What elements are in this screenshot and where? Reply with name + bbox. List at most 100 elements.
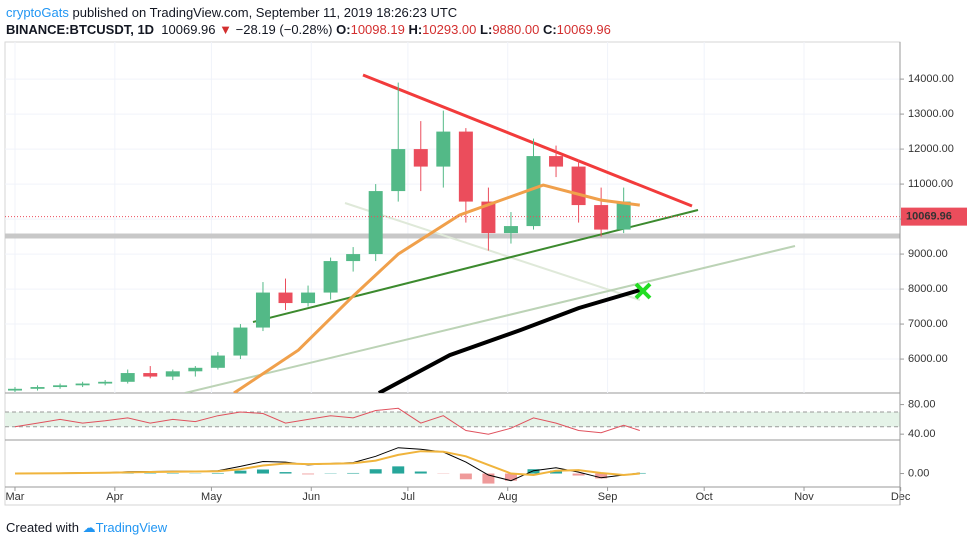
candle-body: [278, 292, 293, 304]
rsi-band: [5, 411, 900, 427]
y-tick-label: 0.00: [908, 467, 929, 479]
candle-body: [503, 226, 518, 234]
candle-body: [188, 367, 203, 372]
macd-histogram: [369, 469, 382, 474]
symbol: BINANCE:BTCUSDT, 1D: [6, 22, 155, 37]
y-tick-label: 9000.00: [908, 248, 948, 260]
macd-histogram: [211, 472, 224, 474]
candle-body: [75, 383, 90, 386]
published: published on TradingView.com, September …: [72, 5, 458, 20]
marks: 6000.007000.008000.009000.0010000.001100…: [5, 42, 967, 503]
frame: [4, 41, 901, 506]
candle-body: [323, 261, 338, 293]
macd-histogram: [392, 466, 405, 474]
macd-histogram: [302, 473, 315, 475]
x-tick-label: Sep: [598, 491, 618, 503]
header: cryptoGats published on TradingView.com,…: [6, 4, 611, 38]
y-tick-label: 80.00: [908, 398, 936, 410]
rsi-line: [14, 407, 640, 435]
macd-histogram: [482, 473, 495, 484]
pane: [14, 447, 646, 484]
y-tick-label: 14000.00: [908, 73, 954, 85]
candle-body: [210, 355, 225, 368]
ohlc-value: 10098.19: [350, 22, 405, 37]
moving-average: [377, 288, 641, 393]
y-tick-label: 6000.00: [908, 353, 948, 365]
macd-histogram: [504, 473, 517, 481]
macd-histogram: [256, 469, 269, 474]
y-tick-label: 8000.00: [908, 283, 948, 295]
x-tick-label: Nov: [794, 491, 814, 503]
created: Created with: [6, 520, 79, 535]
macd-histogram: [595, 473, 608, 479]
y-tick-label: 40.00: [908, 428, 936, 440]
ohlc-label: L:: [480, 22, 493, 37]
macd-histogram: [414, 471, 427, 474]
candle-body: [143, 373, 158, 377]
candle-body: [368, 191, 383, 255]
candle-body: [346, 254, 361, 262]
ohlc-label: C:: [542, 22, 557, 37]
ohlc-value: 10069.96: [556, 22, 611, 37]
last-price-box: [901, 207, 967, 226]
pane: [5, 407, 900, 435]
candle-body: [616, 201, 631, 230]
moving-average: [233, 183, 640, 393]
cross-marker: [634, 282, 652, 300]
macd-histogram: [234, 470, 247, 474]
candle-body: [165, 371, 180, 377]
candle-body: [571, 166, 586, 206]
macd-histogram: [347, 472, 360, 474]
candle-body: [413, 149, 428, 167]
author: cryptoGats: [6, 5, 69, 20]
ohlc-value: 10293.00: [422, 22, 477, 37]
down-arrow: ▼: [219, 22, 233, 37]
pane: [5, 42, 900, 393]
candle-body: [526, 156, 541, 227]
ohlc-label: O:: [336, 22, 351, 37]
resistance-line: [362, 73, 693, 208]
signal-line: [14, 450, 640, 477]
x-tick-label: Mar: [6, 491, 25, 503]
candle-body: [436, 131, 451, 167]
candle-body: [594, 205, 609, 230]
y-tick-label: 11000.00: [908, 178, 953, 190]
last-price-label: 10069.96: [906, 211, 952, 223]
macd-histogram: [459, 473, 472, 480]
trend-line: [344, 202, 641, 301]
brand: TradingView: [95, 520, 168, 535]
header-line: cryptoGats published on TradingView.com,…: [6, 4, 611, 21]
x-tick-label: May: [201, 491, 222, 503]
footer: Created with ☁TradingView: [6, 520, 167, 536]
change: −28.19 (−0.28%): [235, 22, 333, 37]
candle-body: [549, 156, 564, 167]
candle-body: [458, 131, 473, 202]
cross: [634, 282, 652, 300]
logo: ☁: [82, 520, 96, 535]
x-tick-label: Aug: [498, 491, 518, 503]
x-tick-label: Apr: [106, 491, 123, 503]
candle-body: [120, 373, 135, 382]
y-tick-label: 7000.00: [908, 318, 948, 330]
candle-body: [391, 149, 406, 192]
x-tick-label: Jul: [401, 491, 415, 503]
candle-body: [98, 381, 113, 384]
ohlc-value: 9880.00: [492, 22, 540, 37]
y-tick-label: 12000.00: [908, 143, 954, 155]
y-tick-label: 13000.00: [908, 108, 954, 120]
candle-body: [255, 292, 270, 328]
trend-line: [184, 245, 796, 393]
candle-body: [301, 292, 316, 304]
header-line: BINANCE:BTCUSDT, 1D 10069.96 ▼ −28.19 (−…: [6, 21, 611, 38]
candle-body: [53, 385, 68, 388]
ohlc-label: H:: [408, 22, 423, 37]
last: 10069.96: [161, 22, 216, 37]
x-tick-label: Jun: [302, 491, 320, 503]
candle-body: [30, 387, 45, 389]
macd-histogram: [279, 472, 292, 474]
candle-body: [233, 327, 248, 356]
candle-body: [481, 201, 496, 234]
macd-histogram: [572, 473, 585, 476]
